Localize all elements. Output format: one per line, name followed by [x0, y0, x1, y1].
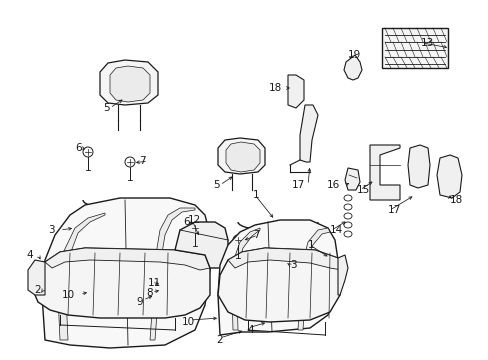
Text: 4: 4	[26, 250, 33, 260]
Text: 8: 8	[146, 288, 153, 298]
Text: 7: 7	[252, 230, 259, 240]
Polygon shape	[100, 60, 158, 105]
Text: 2: 2	[34, 285, 41, 295]
Polygon shape	[343, 55, 361, 80]
Text: 3: 3	[289, 260, 296, 270]
Polygon shape	[218, 248, 341, 322]
Text: 9: 9	[136, 297, 142, 307]
Polygon shape	[35, 248, 209, 318]
Polygon shape	[381, 28, 447, 68]
Polygon shape	[218, 138, 264, 174]
Polygon shape	[42, 198, 209, 348]
Polygon shape	[150, 208, 195, 340]
Polygon shape	[297, 228, 329, 330]
Text: 3: 3	[48, 225, 55, 235]
Polygon shape	[287, 75, 304, 108]
Polygon shape	[175, 222, 227, 268]
Text: 1: 1	[252, 190, 259, 200]
Text: 6: 6	[183, 217, 189, 227]
Polygon shape	[28, 260, 45, 295]
Text: 18: 18	[449, 195, 462, 205]
Text: 17: 17	[291, 180, 305, 190]
Text: 15: 15	[356, 185, 369, 195]
Polygon shape	[231, 228, 260, 330]
Polygon shape	[218, 220, 337, 335]
Polygon shape	[407, 145, 429, 188]
Polygon shape	[337, 255, 347, 295]
Text: 10: 10	[62, 290, 75, 300]
Polygon shape	[369, 145, 399, 200]
Text: 4: 4	[246, 325, 253, 335]
Polygon shape	[299, 105, 317, 162]
Text: 17: 17	[387, 205, 401, 215]
Text: 1: 1	[307, 240, 314, 250]
Polygon shape	[45, 248, 209, 270]
Polygon shape	[345, 168, 359, 190]
Text: 5: 5	[213, 180, 219, 190]
Text: 18: 18	[268, 83, 282, 93]
Polygon shape	[227, 248, 341, 270]
Text: 14: 14	[329, 225, 343, 235]
Text: 16: 16	[326, 180, 339, 190]
Polygon shape	[110, 66, 150, 102]
Polygon shape	[225, 142, 260, 172]
Text: 19: 19	[347, 50, 361, 60]
Text: 12: 12	[187, 215, 201, 225]
Text: 10: 10	[181, 317, 194, 327]
Polygon shape	[58, 213, 105, 340]
Text: 11: 11	[148, 278, 161, 288]
Text: 7: 7	[139, 156, 145, 166]
Polygon shape	[436, 155, 461, 198]
Text: 5: 5	[103, 103, 109, 113]
Text: 2: 2	[216, 335, 223, 345]
Text: 6: 6	[75, 143, 81, 153]
Text: 13: 13	[420, 38, 433, 48]
